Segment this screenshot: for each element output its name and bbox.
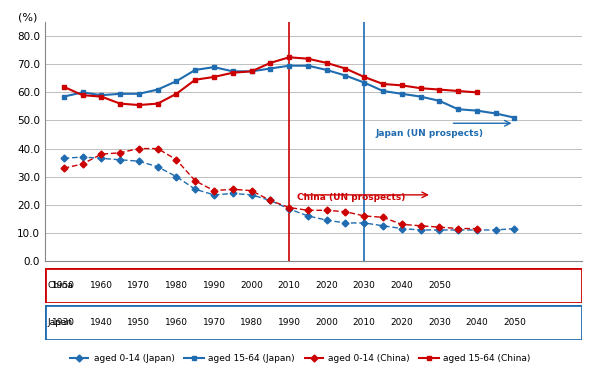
Text: 2050: 2050	[428, 281, 451, 290]
Text: 2040: 2040	[466, 318, 488, 327]
Text: 2010: 2010	[278, 281, 301, 290]
Text: 1970: 1970	[127, 281, 151, 290]
Text: 1970: 1970	[202, 318, 226, 327]
Text: 1990: 1990	[278, 318, 301, 327]
Text: 1950: 1950	[52, 281, 75, 290]
Text: 2050: 2050	[503, 318, 526, 327]
Text: Japan (UN prospects): Japan (UN prospects)	[376, 129, 484, 138]
Text: 1940: 1940	[90, 318, 113, 327]
Text: 1960: 1960	[90, 281, 113, 290]
Text: 2010: 2010	[353, 318, 376, 327]
Text: 2040: 2040	[391, 281, 413, 290]
Text: 2000: 2000	[315, 318, 338, 327]
Text: 2020: 2020	[315, 281, 338, 290]
Text: 1990: 1990	[202, 281, 226, 290]
Text: China (UN prospects): China (UN prospects)	[296, 194, 405, 202]
Text: 2030: 2030	[353, 281, 376, 290]
Text: (%): (%)	[18, 13, 38, 23]
Text: 1950: 1950	[127, 318, 151, 327]
Text: 2020: 2020	[391, 318, 413, 327]
Text: 1980: 1980	[240, 318, 263, 327]
Text: China: China	[47, 281, 74, 290]
Text: 2030: 2030	[428, 318, 451, 327]
Text: 1980: 1980	[165, 281, 188, 290]
Text: Japan: Japan	[47, 318, 73, 327]
Text: 2000: 2000	[240, 281, 263, 290]
Legend: aged 0-14 (Japan), aged 15-64 (Japan), aged 0-14 (China), aged 15-64 (China): aged 0-14 (Japan), aged 15-64 (Japan), a…	[66, 351, 534, 367]
Text: 1930: 1930	[52, 318, 75, 327]
Text: 1960: 1960	[165, 318, 188, 327]
